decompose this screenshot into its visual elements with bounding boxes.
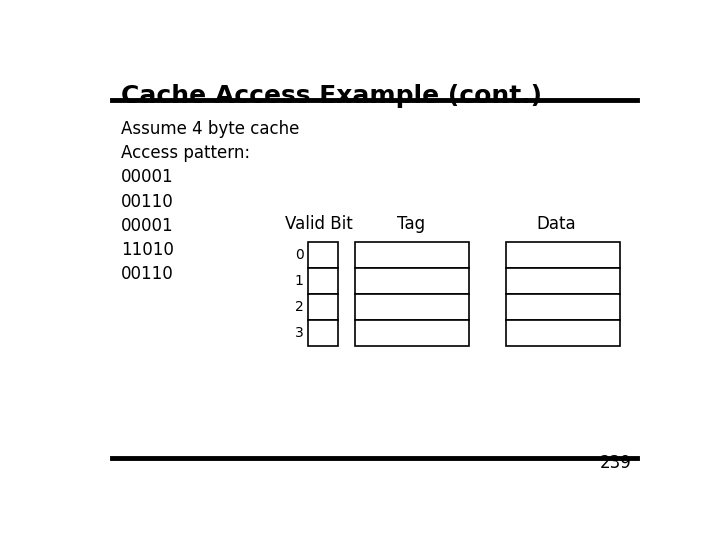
Text: 1: 1 (294, 274, 304, 288)
Text: 3: 3 (295, 326, 304, 340)
Text: Data: Data (536, 215, 576, 233)
Bar (505, 320, 620, 346)
Bar (307, 268, 338, 294)
Bar (505, 241, 620, 268)
Text: 00001: 00001 (121, 217, 174, 235)
Bar (505, 294, 620, 320)
Bar (307, 294, 338, 320)
Text: 00110: 00110 (121, 265, 174, 283)
Text: 11010: 11010 (121, 241, 174, 259)
Bar (307, 241, 338, 268)
Text: 0: 0 (295, 248, 304, 261)
Bar (355, 268, 469, 294)
Bar (355, 241, 469, 268)
Text: 00001: 00001 (121, 168, 174, 186)
Text: Tag: Tag (397, 215, 425, 233)
Text: Valid Bit: Valid Bit (285, 215, 353, 233)
Text: 00110: 00110 (121, 193, 174, 211)
Text: 2: 2 (295, 300, 304, 314)
Text: Access pattern:: Access pattern: (121, 144, 250, 163)
Bar (355, 320, 469, 346)
Text: 239: 239 (600, 454, 631, 472)
Text: Cache Access Example (cont.): Cache Access Example (cont.) (121, 84, 541, 107)
Bar (505, 268, 620, 294)
Bar (355, 294, 469, 320)
Text: Assume 4 byte cache: Assume 4 byte cache (121, 120, 299, 138)
Bar (307, 320, 338, 346)
